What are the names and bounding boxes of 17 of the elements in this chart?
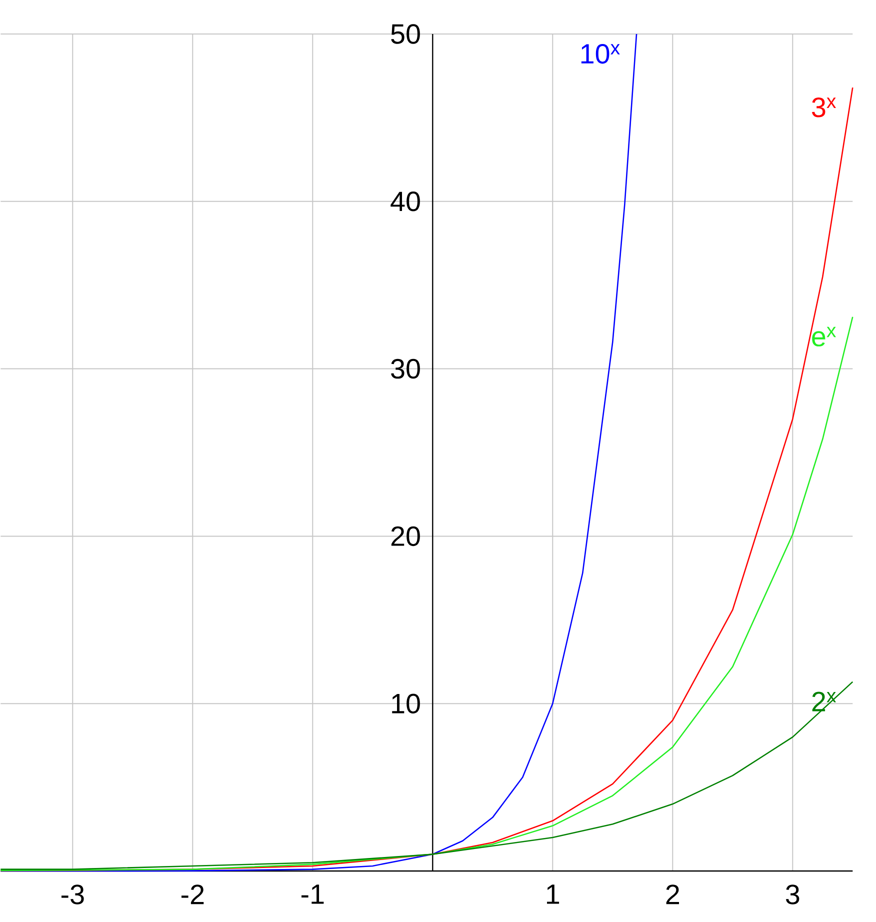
y-tick-label: 40 <box>390 192 420 212</box>
line-series <box>0 316 854 872</box>
x-tick-label: -3 <box>62 884 84 904</box>
x-tick-label: 1 <box>547 884 560 904</box>
series-label: 10$^{x}$ <box>582 44 620 64</box>
series-label: 2$^{x}$ <box>812 692 836 712</box>
line-series <box>0 681 854 870</box>
x-tick-label: 3 <box>786 884 800 904</box>
x-tick-label: -1 <box>302 884 324 904</box>
y-tick-label: 50 <box>391 24 420 44</box>
series-label: 3$^{x}$ <box>812 98 836 118</box>
y-tick-label: 20 <box>392 526 420 546</box>
series-label: e$^{x}$ <box>812 326 836 346</box>
y-tick-label: 30 <box>391 358 420 379</box>
x-tick-label: 2 <box>666 884 680 904</box>
y-tick-label: 10 <box>392 694 420 714</box>
x-tick-label: -2 <box>182 884 204 904</box>
